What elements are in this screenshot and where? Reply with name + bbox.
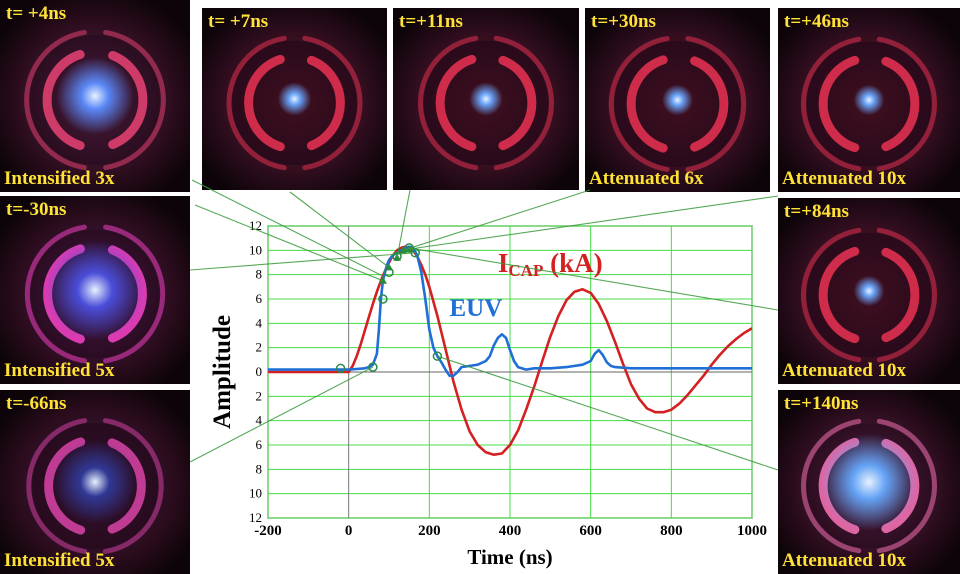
y-tick-label: 4 xyxy=(256,315,263,330)
y-tick-label: 6 xyxy=(256,437,263,452)
y-tick-label: 8 xyxy=(256,461,263,476)
panel-caption: Intensified 3x xyxy=(4,168,115,189)
panel-time-label: t=+84ns xyxy=(784,201,849,222)
connector-line xyxy=(194,204,384,282)
panel-time-label: t=-66ns xyxy=(6,393,67,414)
connector-line xyxy=(409,247,779,311)
panel-time-label: t= +4ns xyxy=(6,3,67,24)
y-tick-label: 2 xyxy=(256,388,263,403)
plasma-ring-image xyxy=(0,196,190,384)
y-tick-label: 10 xyxy=(249,242,262,257)
plasma-image-t-plus-7ns: t= +7ns xyxy=(202,8,387,190)
connector-line xyxy=(409,195,779,250)
y-tick-label: 10 xyxy=(249,486,262,501)
y-tick-label: 4 xyxy=(256,413,263,428)
plasma-ring-image xyxy=(778,198,960,384)
panel-caption: Attenuated 10x xyxy=(782,550,907,571)
plasma-ring-image xyxy=(585,8,770,192)
panel-time-label: t=-30ns xyxy=(6,199,67,220)
plasma-ring-image xyxy=(202,8,387,190)
panel-time-label: t=+140ns xyxy=(784,393,859,414)
plasma-image-t-minus-66ns: t=-66ns Intensified 5x xyxy=(0,390,190,574)
x-tick-label: 0 xyxy=(345,523,353,539)
plasma-image-t-plus-84ns: t=+84ns Attenuated 10x xyxy=(778,198,960,384)
panel-caption: Attenuated 10x xyxy=(782,360,907,381)
y-tick-label: 12 xyxy=(249,510,262,525)
y-tick-label: 2 xyxy=(256,340,263,355)
plasma-image-t-plus-4ns: t= +4ns Intensified 3x xyxy=(0,0,190,192)
plasma-ring-image xyxy=(778,390,960,574)
panel-time-label: t= +7ns xyxy=(208,11,269,32)
plasma-ring-image xyxy=(778,8,960,192)
connector-line xyxy=(437,355,779,471)
x-tick-label: -200 xyxy=(254,523,282,539)
euv-marker-circle xyxy=(335,363,346,374)
plasma-image-t-plus-46ns: t=+46ns Attenuated 10x xyxy=(778,8,960,192)
x-axis-label: Time (ns) xyxy=(467,545,552,569)
x-tick-label: 400 xyxy=(499,523,522,539)
panel-time-label: t=+11ns xyxy=(399,11,463,32)
y-tick-label: 12 xyxy=(249,218,262,233)
panel-time-label: t=+46ns xyxy=(784,11,849,32)
panel-caption: Attenuated 10x xyxy=(782,168,907,189)
y-tick-label: 0 xyxy=(256,364,263,379)
y-tick-label: 6 xyxy=(256,291,263,306)
connector-line xyxy=(191,179,386,278)
panel-time-label: t=+30ns xyxy=(591,11,656,32)
panel-caption: Intensified 5x xyxy=(4,550,115,571)
connector-line xyxy=(189,252,416,271)
series-line-euv xyxy=(268,245,752,377)
plasma-ring-image xyxy=(393,8,579,190)
plasma-ring-image xyxy=(0,390,190,574)
x-tick-label: 800 xyxy=(660,523,683,539)
plasma-image-t-plus-140ns: t=+140ns Attenuated 10x xyxy=(778,390,960,574)
y-tick-label: 8 xyxy=(256,267,263,282)
euv-marker-circle xyxy=(378,294,388,304)
euv-marker-circle xyxy=(432,351,443,361)
y-axis-label: Amplitude xyxy=(209,315,236,429)
plasma-image-t-plus-30ns: t=+30ns Attenuated 6x xyxy=(585,8,770,192)
panel-caption: Attenuated 6x xyxy=(589,168,704,189)
connector-line xyxy=(396,189,411,258)
panel-caption: Intensified 5x xyxy=(4,360,115,381)
connector-line xyxy=(289,191,390,268)
plasma-image-t-minus-30ns: t=-30ns Intensified 5x xyxy=(0,196,190,384)
x-tick-label: 200 xyxy=(418,523,441,539)
euv-marker-circle xyxy=(368,362,378,372)
plasma-image-t-plus-11ns: t=+11ns xyxy=(393,8,579,190)
connector-line xyxy=(189,366,374,463)
x-tick-label: 1000 xyxy=(737,523,767,539)
euv-series-label: EUV xyxy=(450,295,503,322)
plasma-ring-image xyxy=(0,0,190,192)
x-tick-label: 600 xyxy=(579,523,602,539)
connector-line xyxy=(402,189,591,251)
